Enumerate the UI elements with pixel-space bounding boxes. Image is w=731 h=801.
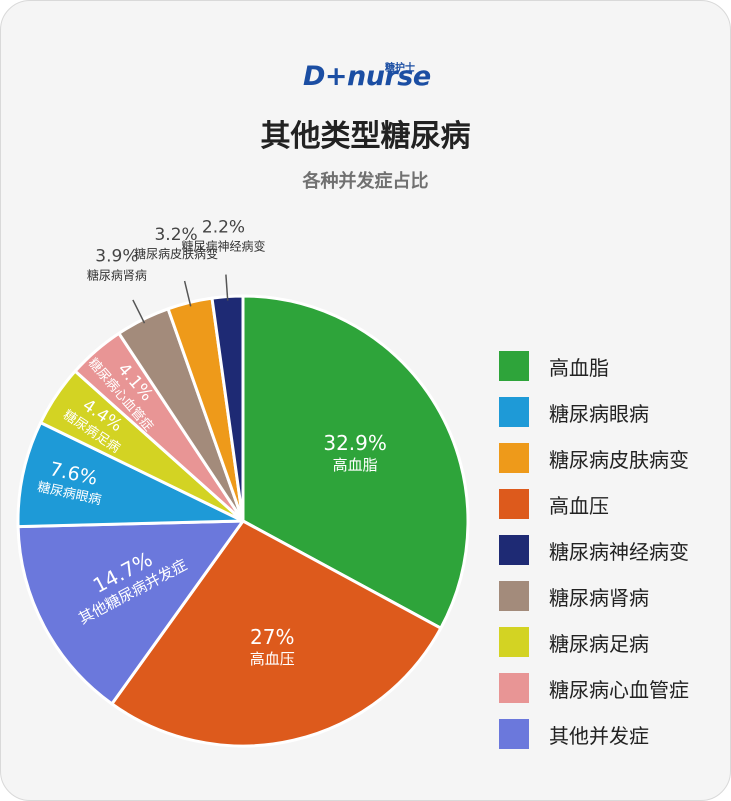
- legend-label: 糖尿病心血管症: [549, 677, 689, 702]
- slice-7-leader-line: [132, 299, 146, 324]
- legend-item: 高血脂: [499, 351, 729, 381]
- legend-swatch: [499, 581, 529, 611]
- slice-3-wedge: [16, 519, 245, 706]
- slice-2-wedge: [110, 519, 443, 748]
- slice-7-value-label: 3.9%: [95, 247, 138, 267]
- legend-swatch: [499, 673, 529, 703]
- leader-lines: [132, 274, 229, 324]
- legend-label: 高血脂: [549, 355, 609, 380]
- slice-9-leader-line: [225, 274, 229, 301]
- legend-item: 高血压: [499, 489, 729, 519]
- slice-7-name-label: 糖尿病肾病: [87, 268, 147, 283]
- brand-logo-text: D+nurse: [303, 61, 431, 92]
- legend-item: 糖尿病心血管症: [499, 673, 729, 703]
- legend-label: 糖尿病皮肤病变: [549, 447, 689, 472]
- slice-9-value-label: 2.2%: [202, 218, 245, 238]
- slice-2-name-label: 高血压: [250, 650, 295, 668]
- pie-slices: [16, 294, 470, 748]
- legend-item: 糖尿病眼病: [499, 397, 729, 427]
- brand-logo-chinese: 糖护士: [385, 63, 415, 74]
- legend-swatch: [499, 351, 529, 381]
- slice-1-name-label: 高血脂: [333, 456, 378, 474]
- chart-title: 其他类型糖尿病: [260, 119, 471, 154]
- legend-label: 糖尿病神经病变: [549, 539, 689, 564]
- slice-1-wedge: [241, 294, 470, 630]
- legend-item: 其他并发症: [499, 719, 729, 749]
- legend-swatch: [499, 489, 529, 519]
- slice-8-value-label: 3.2%: [154, 225, 197, 245]
- slice-4-wedge: [16, 421, 245, 529]
- slice-2-labels: 27%高血压: [250, 625, 295, 668]
- slice-1-value-label: 32.9%: [323, 431, 387, 455]
- legend-swatch: [499, 535, 529, 565]
- legend-item: 糖尿病肾病: [499, 581, 729, 611]
- legend-swatch: [499, 443, 529, 473]
- slice-8-leader-line: [183, 280, 192, 307]
- legend-swatch: [499, 627, 529, 657]
- slice-1-labels: 32.9%高血脂: [323, 431, 387, 474]
- legend-label: 其他并发症: [549, 723, 649, 748]
- brand-logo: D+nurse 糖护士: [303, 59, 433, 95]
- legend-swatch: [499, 397, 529, 427]
- legend-label: 糖尿病眼病: [549, 401, 649, 426]
- legend-item: 糖尿病神经病变: [499, 535, 729, 565]
- legend-item: 糖尿病足病: [499, 627, 729, 657]
- legend-swatch: [499, 719, 529, 749]
- slice-8-name-label: 糖尿病皮肤病变: [134, 246, 218, 261]
- legend-label: 糖尿病肾病: [549, 585, 649, 610]
- legend-item: 糖尿病皮肤病变: [499, 443, 729, 473]
- slice-9-name-label: 糖尿病神经病变: [181, 239, 265, 254]
- slice-2-value-label: 27%: [250, 625, 294, 649]
- legend-label: 高血压: [549, 493, 609, 518]
- chart-subtitle: 各种并发症占比: [302, 171, 429, 192]
- legend-label: 糖尿病足病: [549, 631, 649, 656]
